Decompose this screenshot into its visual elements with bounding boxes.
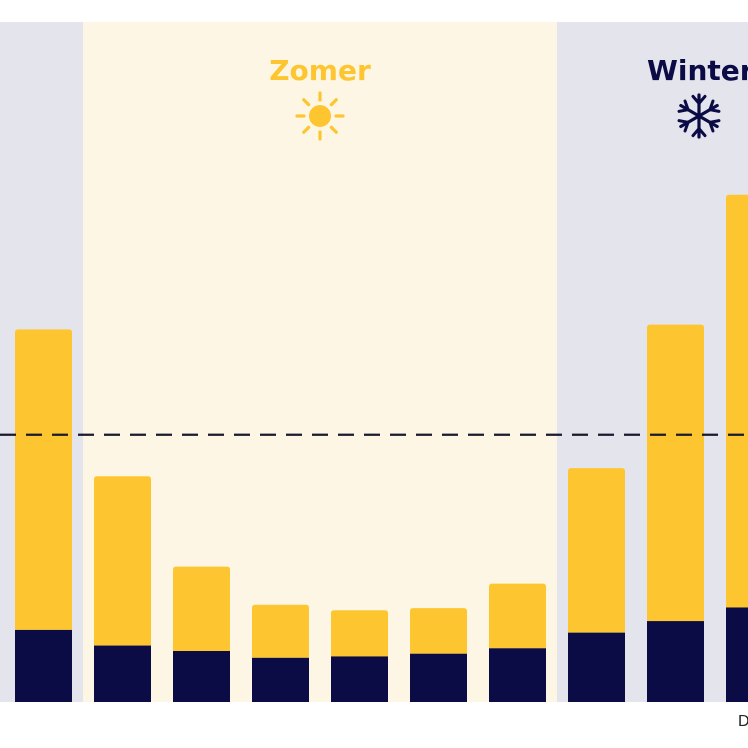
bar-segment-top <box>568 468 625 633</box>
bar-segment-bottom <box>726 607 748 702</box>
bar-segment-bottom <box>173 651 230 702</box>
x-tick-label: D <box>738 713 748 730</box>
bars <box>15 194 748 702</box>
bar-segment-bottom <box>410 653 467 702</box>
bar-segment-bottom <box>331 656 388 702</box>
season-label-winter: Winter <box>647 54 748 87</box>
bar-segment-bottom <box>647 621 704 702</box>
bar-segment-top <box>173 566 230 651</box>
bar-segment-top <box>94 476 151 646</box>
sun-icon <box>295 91 345 141</box>
bar-segment-top <box>410 608 467 654</box>
bar-segment-bottom <box>94 645 151 702</box>
bar-segment-top <box>331 610 388 657</box>
bar-segment-bottom <box>252 657 309 702</box>
season-label-summer: Zomer <box>269 54 371 87</box>
bar-segment-bottom <box>489 648 546 702</box>
snowflake-icon <box>677 93 721 139</box>
bar-segment-bottom <box>15 629 72 702</box>
bar-segment-top <box>252 604 309 658</box>
bar-segment-top <box>489 583 546 649</box>
bar-segment-top <box>726 194 748 608</box>
bar-segment-bottom <box>568 632 625 702</box>
bar-segment-top <box>647 324 704 622</box>
bar-segment-top <box>15 329 72 630</box>
